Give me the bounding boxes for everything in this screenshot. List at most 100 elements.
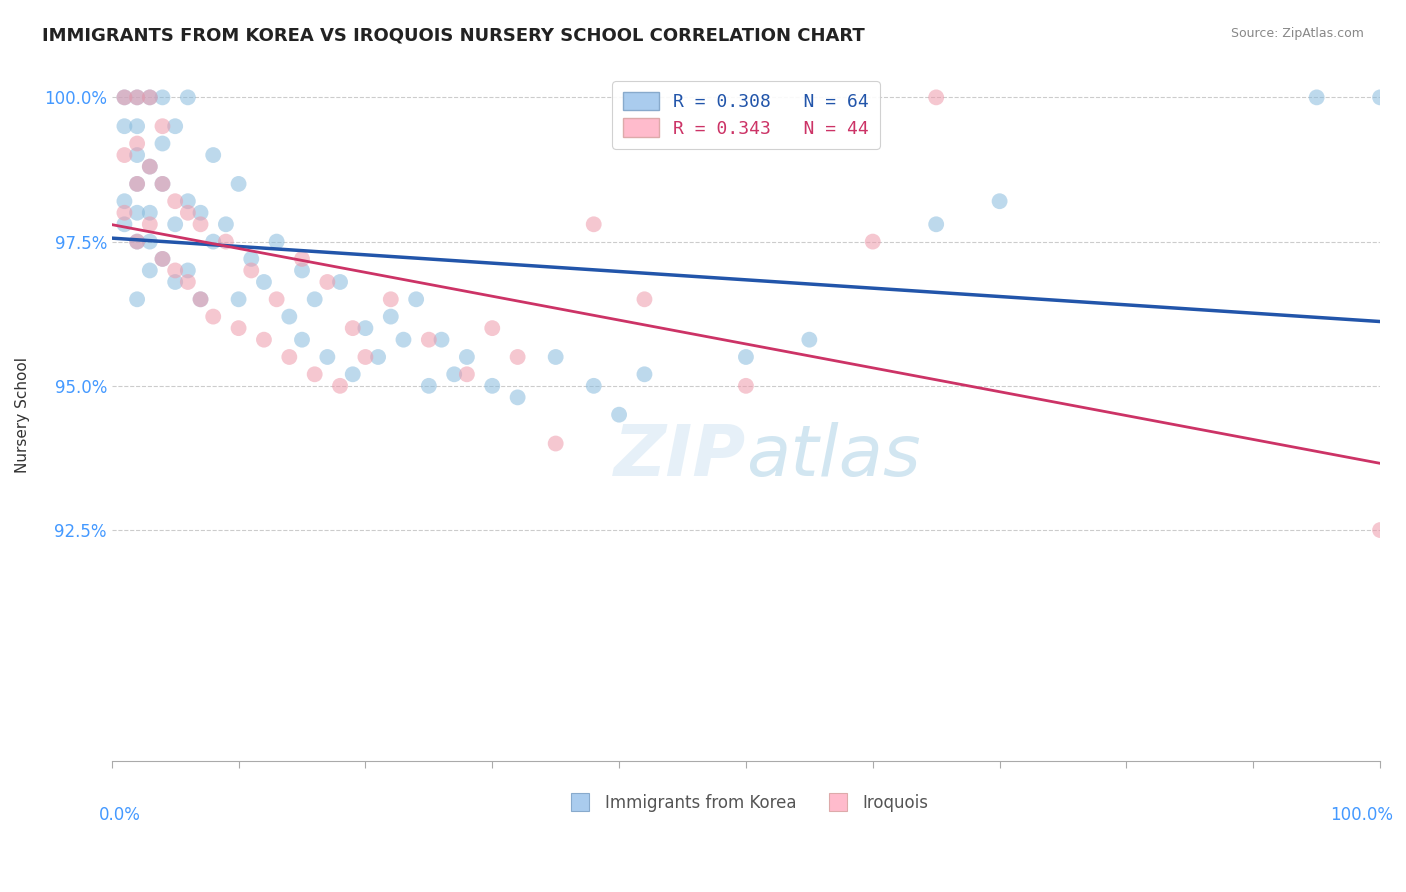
Point bbox=[177, 263, 200, 277]
Point bbox=[367, 350, 389, 364]
Point bbox=[215, 235, 238, 249]
Text: ZIP: ZIP bbox=[613, 422, 747, 491]
Point bbox=[240, 252, 263, 266]
Point bbox=[582, 217, 605, 231]
Point bbox=[253, 275, 276, 289]
Point bbox=[506, 390, 529, 404]
Point bbox=[127, 148, 149, 162]
Point bbox=[304, 368, 326, 382]
Point bbox=[127, 90, 149, 104]
Legend: Immigrants from Korea, Iroquois: Immigrants from Korea, Iroquois bbox=[557, 787, 935, 818]
Point bbox=[177, 206, 200, 220]
Point bbox=[177, 90, 200, 104]
Point bbox=[152, 177, 174, 191]
Point bbox=[735, 379, 758, 393]
Point bbox=[127, 293, 149, 307]
Point bbox=[114, 119, 136, 133]
Y-axis label: Nursery School: Nursery School bbox=[15, 357, 30, 473]
Point bbox=[354, 350, 377, 364]
Point bbox=[127, 119, 149, 133]
Point bbox=[127, 235, 149, 249]
Text: Source: ZipAtlas.com: Source: ZipAtlas.com bbox=[1230, 27, 1364, 40]
Point bbox=[202, 310, 225, 324]
Point bbox=[735, 350, 758, 364]
Point bbox=[202, 235, 225, 249]
Point bbox=[165, 194, 187, 209]
Point bbox=[139, 263, 162, 277]
Point bbox=[354, 321, 377, 335]
Point bbox=[380, 310, 402, 324]
Point bbox=[481, 379, 503, 393]
Point bbox=[266, 235, 288, 249]
Point bbox=[1305, 90, 1327, 104]
Point bbox=[925, 90, 948, 104]
Point bbox=[329, 275, 352, 289]
Point bbox=[152, 252, 174, 266]
Point bbox=[316, 275, 339, 289]
Point bbox=[114, 194, 136, 209]
Point bbox=[114, 206, 136, 220]
Point bbox=[228, 177, 250, 191]
Text: atlas: atlas bbox=[747, 422, 921, 491]
Point bbox=[139, 217, 162, 231]
Point bbox=[190, 293, 212, 307]
Point bbox=[114, 148, 136, 162]
Point bbox=[228, 321, 250, 335]
Point bbox=[418, 333, 440, 347]
Point bbox=[139, 235, 162, 249]
Point bbox=[291, 252, 314, 266]
Point bbox=[152, 90, 174, 104]
Point bbox=[127, 235, 149, 249]
Point bbox=[506, 350, 529, 364]
Point bbox=[607, 408, 630, 422]
Point bbox=[165, 119, 187, 133]
Point bbox=[456, 350, 478, 364]
Point bbox=[190, 293, 212, 307]
Point bbox=[266, 293, 288, 307]
Point bbox=[418, 379, 440, 393]
Point bbox=[1369, 523, 1392, 537]
Point bbox=[1369, 90, 1392, 104]
Point bbox=[177, 275, 200, 289]
Point bbox=[316, 350, 339, 364]
Point bbox=[278, 350, 301, 364]
Point bbox=[329, 379, 352, 393]
Point bbox=[291, 263, 314, 277]
Point bbox=[342, 368, 364, 382]
Point bbox=[114, 217, 136, 231]
Point bbox=[127, 177, 149, 191]
Point bbox=[139, 160, 162, 174]
Point bbox=[342, 321, 364, 335]
Point bbox=[165, 263, 187, 277]
Point bbox=[799, 333, 821, 347]
Point bbox=[481, 321, 503, 335]
Point bbox=[862, 235, 884, 249]
Point bbox=[165, 275, 187, 289]
Point bbox=[127, 177, 149, 191]
Point bbox=[139, 90, 162, 104]
Point bbox=[114, 90, 136, 104]
Point bbox=[988, 194, 1011, 209]
Point bbox=[456, 368, 478, 382]
Point bbox=[152, 136, 174, 151]
Point bbox=[127, 136, 149, 151]
Point bbox=[430, 333, 453, 347]
Point bbox=[139, 206, 162, 220]
Point bbox=[152, 177, 174, 191]
Point bbox=[633, 368, 655, 382]
Point bbox=[190, 206, 212, 220]
Point bbox=[139, 90, 162, 104]
Point bbox=[291, 333, 314, 347]
Point bbox=[152, 252, 174, 266]
Point bbox=[127, 206, 149, 220]
Point bbox=[165, 217, 187, 231]
Point bbox=[544, 350, 567, 364]
Point bbox=[253, 333, 276, 347]
Text: IMMIGRANTS FROM KOREA VS IROQUOIS NURSERY SCHOOL CORRELATION CHART: IMMIGRANTS FROM KOREA VS IROQUOIS NURSER… bbox=[42, 27, 865, 45]
Point bbox=[202, 148, 225, 162]
Point bbox=[127, 90, 149, 104]
Point bbox=[240, 263, 263, 277]
Point bbox=[380, 293, 402, 307]
Point bbox=[152, 119, 174, 133]
Text: 0.0%: 0.0% bbox=[98, 805, 141, 824]
